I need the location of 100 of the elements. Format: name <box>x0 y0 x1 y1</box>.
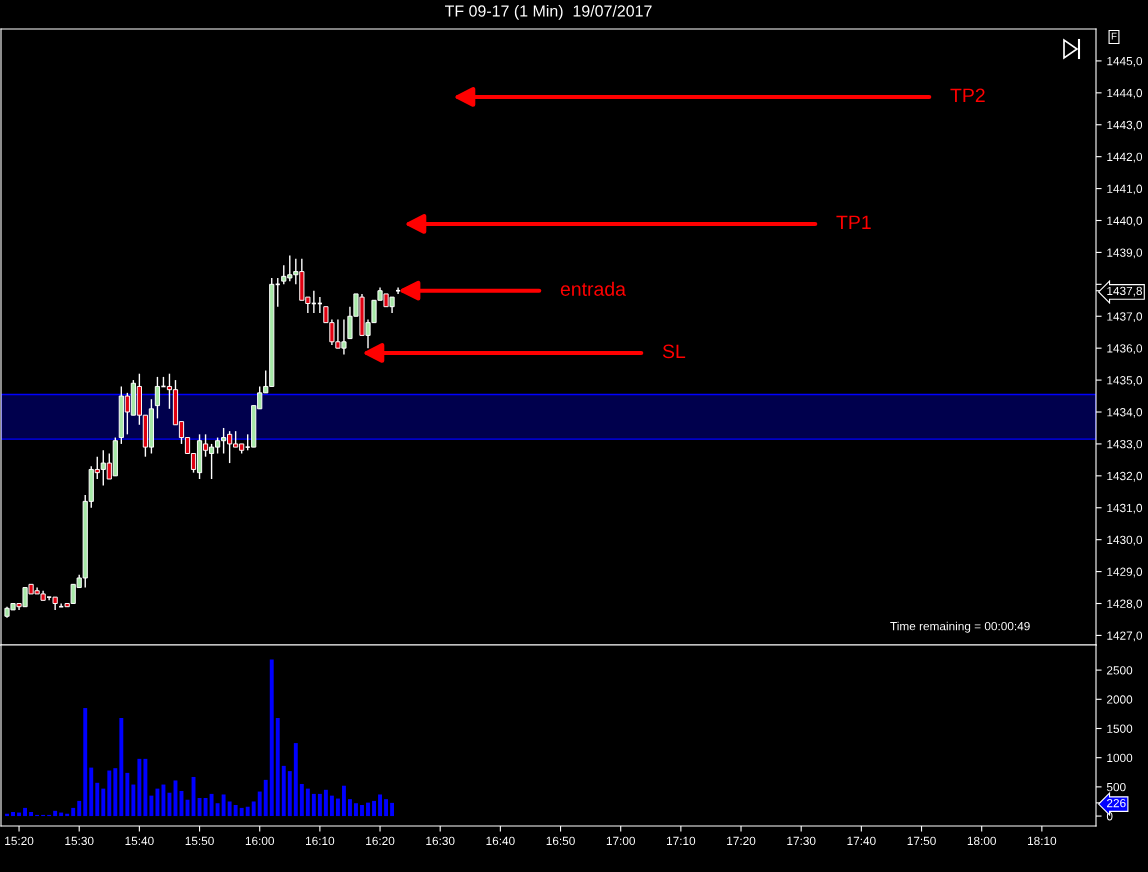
bar <box>299 783 304 817</box>
bar <box>287 771 292 817</box>
y-tick-label: 226 <box>1107 798 1126 808</box>
bar <box>77 800 82 817</box>
y-tick-label: 1442,0 <box>1107 152 1143 163</box>
chart-title: TF 09-17 (1 Min) 19/07/2017 <box>445 4 652 20</box>
bar <box>378 794 382 817</box>
y-tick-label: 1443,0 <box>1107 120 1143 131</box>
annotation: SL <box>662 344 686 359</box>
bar <box>305 788 310 817</box>
y-tick-label: 1431,0 <box>1107 503 1143 514</box>
x-tick-label: 17:30 <box>787 836 816 846</box>
y-tick-label: 2500 <box>1107 666 1133 675</box>
y-tick-label: 1427,0 <box>1107 631 1143 642</box>
x-tick-label: 18:10 <box>1027 836 1057 846</box>
bar <box>348 799 352 817</box>
y-tick-label: 2000 <box>1107 695 1133 704</box>
annotation: Time remaining = 00:00:49 <box>890 621 1030 633</box>
x-tick-label: 15:40 <box>125 836 154 846</box>
y-tick-label: 1428,0 <box>1107 599 1143 610</box>
bar <box>269 659 274 817</box>
x-tick-label: 17:20 <box>727 836 756 846</box>
bar <box>161 784 166 817</box>
bar <box>366 802 370 817</box>
x-tick-label: 17:10 <box>666 836 696 846</box>
x-tick-label: 16:30 <box>426 836 455 846</box>
x-tick-label: 16:40 <box>486 836 515 846</box>
bar <box>372 800 376 817</box>
y-tick-label: 1444,0 <box>1107 88 1143 99</box>
y-tick-label: 500 <box>1106 782 1126 792</box>
bar <box>317 793 322 817</box>
x-tick-label: 16:20 <box>366 836 395 846</box>
bar <box>23 807 28 817</box>
y-tick-label: 1429,0 <box>1107 567 1143 578</box>
y-tick-label: 1434,0 <box>1107 408 1143 418</box>
bar <box>293 743 298 817</box>
bar <box>101 788 106 817</box>
bar <box>113 768 118 817</box>
bar <box>335 798 340 817</box>
bar <box>311 793 316 817</box>
bar <box>155 788 160 817</box>
bar <box>29 811 34 817</box>
y-tick-label: 1436,0 <box>1107 344 1143 354</box>
bar <box>131 784 136 817</box>
bar <box>329 795 334 817</box>
bar <box>221 794 226 817</box>
bar <box>341 785 346 817</box>
x-tick-label: 15:50 <box>185 836 214 846</box>
y-tick-label: 1445,0 <box>1107 56 1143 67</box>
y-tick-label: 1440,0 <box>1107 216 1143 227</box>
bar <box>251 801 256 817</box>
bar <box>257 791 262 817</box>
x-tick-label: 18:00 <box>967 836 996 846</box>
bar <box>354 803 358 817</box>
bar <box>53 810 58 817</box>
x-tick-label: 16:50 <box>546 836 575 846</box>
y-tick-label: 1000 <box>1107 753 1133 763</box>
bar <box>143 758 148 817</box>
bar <box>233 804 238 817</box>
bar <box>263 779 268 817</box>
bar <box>215 803 220 817</box>
y-tick-label: 1439,0 <box>1107 248 1143 259</box>
x-tick-label: 16:00 <box>245 836 275 846</box>
y-tick-label: 1500 <box>1107 724 1133 733</box>
x-tick-label: 17:40 <box>847 836 876 846</box>
annotation: TP2 <box>950 88 985 103</box>
y-tick-label: 1441,0 <box>1107 184 1143 195</box>
y-tick-label: 1435,0 <box>1107 376 1143 386</box>
y-tick-label: 1437,8 <box>1107 286 1143 297</box>
bar <box>149 795 154 817</box>
bar <box>239 807 244 817</box>
bar <box>203 797 208 817</box>
bar <box>137 758 142 817</box>
bar <box>209 793 214 817</box>
annotation: entrada <box>560 281 626 296</box>
y-tick-label: 1432,0 <box>1107 471 1143 482</box>
bar <box>119 717 124 817</box>
bar <box>11 811 15 817</box>
bar <box>275 717 280 817</box>
x-tick-label: 17:50 <box>907 836 936 846</box>
x-tick-label: 17:00 <box>606 836 636 846</box>
bar <box>71 807 76 817</box>
bar <box>281 765 286 817</box>
bar <box>125 772 130 817</box>
bar <box>323 789 328 817</box>
bar <box>360 804 364 817</box>
bar <box>107 770 112 817</box>
bar <box>227 801 232 817</box>
bar <box>95 782 100 817</box>
x-tick-label: 15:30 <box>65 836 94 846</box>
bar <box>83 708 88 817</box>
x-tick-label: 15:20 <box>5 836 34 846</box>
text: F <box>1111 32 1117 40</box>
y-tick-label: 1433,0 <box>1107 439 1143 450</box>
bar <box>390 802 395 817</box>
bar <box>384 799 389 817</box>
y-tick-label: 1430,0 <box>1107 535 1143 546</box>
y-tick-label: 1437,0 <box>1107 312 1143 323</box>
annotation: TP1 <box>836 215 871 230</box>
x-tick-label: 16:10 <box>306 836 335 846</box>
